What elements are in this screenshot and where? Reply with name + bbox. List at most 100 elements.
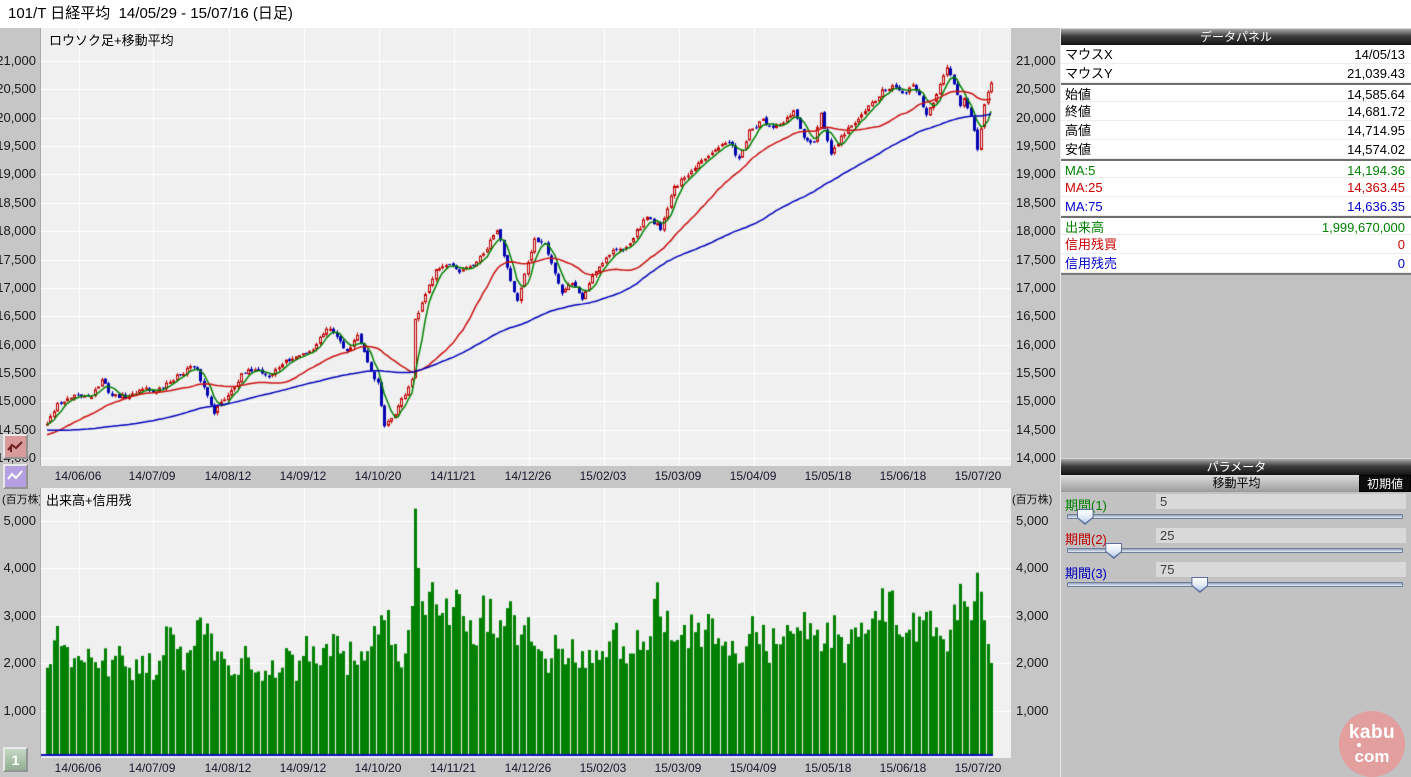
- parameter-value-field[interactable]: 5: [1156, 494, 1406, 509]
- data-panel-row-label: マウスY: [1065, 66, 1113, 81]
- line-chart-button[interactable]: [3, 464, 28, 489]
- date-tick-label: 14/06/06: [54, 761, 102, 775]
- parameter-row: 期間(2) 25: [1061, 526, 1411, 560]
- pane-1-label: 1: [11, 751, 20, 768]
- price-tick-label: 16,500: [0, 308, 36, 324]
- date-tick-label: 15/02/03: [579, 469, 627, 483]
- volume-tick-label: 2,000: [3, 655, 36, 670]
- date-tick-label: 14/07/09: [128, 761, 176, 775]
- candle-chart-button[interactable]: [3, 434, 28, 459]
- parameter-slider-thumb[interactable]: [1105, 543, 1123, 559]
- date-tick-label: 15/06/18: [879, 761, 927, 775]
- reset-defaults-button[interactable]: 初期値: [1358, 475, 1411, 492]
- volume-unit-label-right: (百万株): [1012, 494, 1053, 506]
- price-tick-label: 15,500: [0, 364, 36, 380]
- price-tick-label: 15,000: [1016, 393, 1056, 409]
- data-panel-row-label: MA:75: [1065, 199, 1103, 214]
- parameter-row: 期間(3) 75: [1061, 560, 1411, 594]
- data-panel-row: MA:25 14,363.45: [1061, 178, 1411, 197]
- parameter-value-field[interactable]: 25: [1156, 528, 1406, 543]
- date-tick-label: 15/04/09: [729, 469, 777, 483]
- date-tick-label: 15/05/18: [804, 469, 852, 483]
- data-panel-row: 安値 14,574.02: [1061, 140, 1411, 159]
- date-tick-label: 14/09/12: [279, 469, 327, 483]
- date-tick-label: 15/07/20: [954, 761, 1002, 775]
- price-tick-label: 16,000: [1016, 336, 1056, 352]
- data-panel-rows: マウスX 14/05/13 マウスY 21,039.43 始値 14,585.64 終値 14…: [1061, 45, 1411, 275]
- price-tick-label: 14,500: [1016, 421, 1056, 437]
- volume-tick-label: 1,000: [3, 702, 36, 718]
- price-tick-label: 16,500: [1016, 308, 1056, 324]
- parameter-row: 期間(1) 5: [1061, 492, 1411, 526]
- parameter-label: 期間(3): [1065, 566, 1107, 581]
- price-tick-label: 16,000: [0, 336, 36, 352]
- chart-type-label: ロウソク足+移動平均: [49, 33, 174, 48]
- volume-tick-label: 4,000: [1016, 560, 1049, 575]
- price-axis-right: 21,000 20,500 20,000 19,500 19,000 18,500 18,0…: [1010, 28, 1060, 466]
- date-tick-label: 14/09/12: [279, 761, 327, 775]
- date-tick-label: 14/08/12: [204, 469, 252, 483]
- price-tick-label: 19,500: [1016, 138, 1056, 154]
- pane-1-button[interactable]: 1: [3, 747, 28, 772]
- volume-unit-label-left: (百万株): [2, 494, 43, 506]
- parameter-slider-thumb[interactable]: [1191, 577, 1209, 593]
- volume-canvas[interactable]: [41, 488, 1011, 758]
- date-axis-main: 14/06/06 14/07/09 14/08/12 14/09/12 14/10/20…: [40, 466, 1010, 488]
- price-tick-label: 19,000: [0, 166, 36, 182]
- date-tick-label: 14/10/20: [354, 469, 402, 483]
- date-tick-label: 14/06/06: [54, 469, 102, 483]
- date-tick-label: 15/03/09: [654, 469, 702, 483]
- data-panel-row-label: 信用残売: [1065, 256, 1118, 271]
- parameter-slider-track[interactable]: [1067, 514, 1403, 519]
- candlestick-canvas[interactable]: [41, 28, 1011, 466]
- parameter-label: 期間(1): [1065, 498, 1107, 513]
- data-panel-row-label: 安値: [1065, 142, 1092, 157]
- data-panel-row: マウスX 14/05/13: [1061, 45, 1411, 64]
- data-panel-row-value: 0: [1397, 256, 1405, 271]
- data-panel-row-value: 14,636.35: [1347, 199, 1405, 214]
- data-panel-row-label: 高値: [1065, 123, 1092, 138]
- data-panel-row-value: 21,039.43: [1347, 66, 1405, 81]
- date-tick-label: 15/03/09: [654, 761, 702, 775]
- price-tick-label: 17,000: [1016, 279, 1056, 295]
- parameter-slider-track[interactable]: [1067, 548, 1403, 553]
- price-tick-label: 17,500: [0, 251, 36, 267]
- date-tick-label: 15/04/09: [729, 761, 777, 775]
- price-chart-plot[interactable]: ロウソク足+移動平均: [40, 28, 1011, 466]
- price-tick-label: 18,500: [0, 194, 36, 210]
- parameter-value-field[interactable]: 75: [1156, 562, 1406, 577]
- data-panel-row: 信用残買 0: [1061, 235, 1411, 254]
- data-panel-row-label: 終値: [1065, 104, 1092, 119]
- price-tick-label: 18,000: [1016, 223, 1056, 239]
- volume-chart-label: 出来高+信用残: [46, 493, 132, 508]
- data-panel-row-label: MA:25: [1065, 180, 1103, 195]
- volume-tick-label: 5,000: [3, 512, 36, 528]
- volume-tick-label: 2,000: [1016, 655, 1049, 670]
- price-tick-label: 18,500: [1016, 194, 1056, 210]
- data-panel-row-value: 14,194.36: [1347, 163, 1405, 178]
- parameter-subtitle: 移動平均: [1212, 476, 1261, 490]
- price-tick-label: 15,000: [0, 393, 36, 409]
- date-axis-volume: 14/06/06 14/07/09 14/08/12 14/09/12 14/10/20…: [40, 758, 1010, 777]
- logo-line2: com: [1354, 747, 1390, 766]
- logo-line1: kabu: [1348, 722, 1396, 743]
- data-panel-row: マウスY 21,039.43: [1061, 64, 1411, 83]
- date-tick-label: 14/12/26: [504, 761, 552, 775]
- volume-chart-plot[interactable]: 出来高+信用残: [40, 488, 1011, 758]
- kabu-com-logo: kabu com: [1339, 711, 1405, 777]
- data-panel-row-value: 14/05/13: [1354, 47, 1405, 62]
- price-tick-label: 20,500: [0, 81, 36, 97]
- volume-tick-label: 5,000: [1016, 512, 1049, 528]
- price-tick-label: 20,000: [0, 109, 36, 125]
- line-chart-icon: [7, 470, 23, 480]
- data-panel-row-label: マウスX: [1065, 47, 1113, 62]
- date-tick-label: 15/05/18: [804, 761, 852, 775]
- parameter-slider-track[interactable]: [1067, 582, 1403, 587]
- parameter-subtitle-bar: 移動平均 初期値: [1061, 475, 1411, 492]
- price-tick-label: 14,000: [1016, 450, 1056, 465]
- volume-axis-right: 5,000 4,000 3,000 2,000 1,000: [1010, 488, 1060, 758]
- date-tick-label: 15/06/18: [879, 469, 927, 483]
- date-tick-label: 14/12/26: [504, 469, 552, 483]
- parameter-slider-thumb[interactable]: [1076, 509, 1094, 525]
